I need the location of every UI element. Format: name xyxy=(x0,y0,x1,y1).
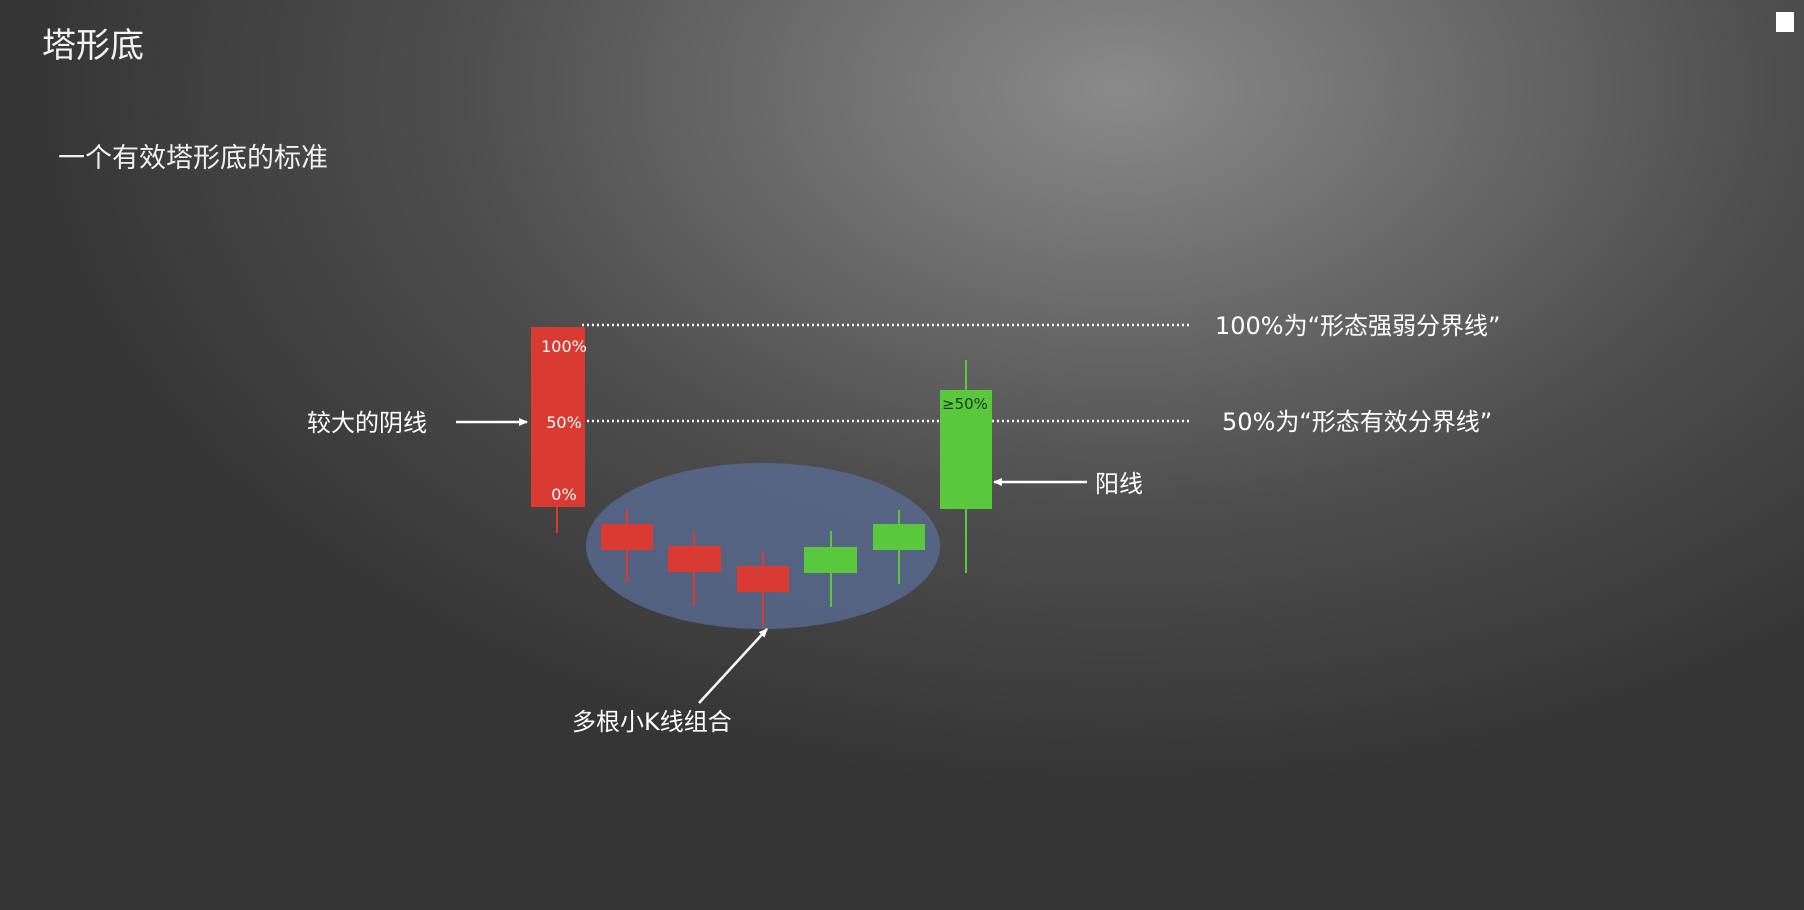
small-candle-3 xyxy=(737,551,789,627)
pct-50-label: 50% xyxy=(546,413,582,432)
line-50-label: 50%为“形态有效分界线” xyxy=(1222,408,1492,436)
small-candles-ellipse xyxy=(586,463,940,629)
slide-subtitle: 一个有效塔形底的标准 xyxy=(58,143,328,174)
pct-0-label: 0% xyxy=(551,485,576,504)
small-group-arrow xyxy=(698,628,768,704)
slide-title: 塔形底 xyxy=(42,26,144,66)
small-candle-4 xyxy=(804,531,857,607)
big-bull-candle xyxy=(940,360,992,573)
small-candle-2 xyxy=(668,531,721,606)
small-group-label: 多根小K线组合 xyxy=(572,708,732,736)
small-candle-5 xyxy=(873,510,925,584)
big-bear-label: 较大的阴线 xyxy=(307,409,427,437)
pct-ge50-label: ≥50% xyxy=(942,395,988,413)
small-candle-1 xyxy=(601,509,653,582)
corner-square-icon xyxy=(1776,12,1794,32)
big-bear-candle xyxy=(531,327,585,533)
bull-label: 阳线 xyxy=(1095,470,1143,498)
line-100-label: 100%为“形态强弱分界线” xyxy=(1215,312,1500,340)
pct-100-label: 100% xyxy=(541,337,587,356)
